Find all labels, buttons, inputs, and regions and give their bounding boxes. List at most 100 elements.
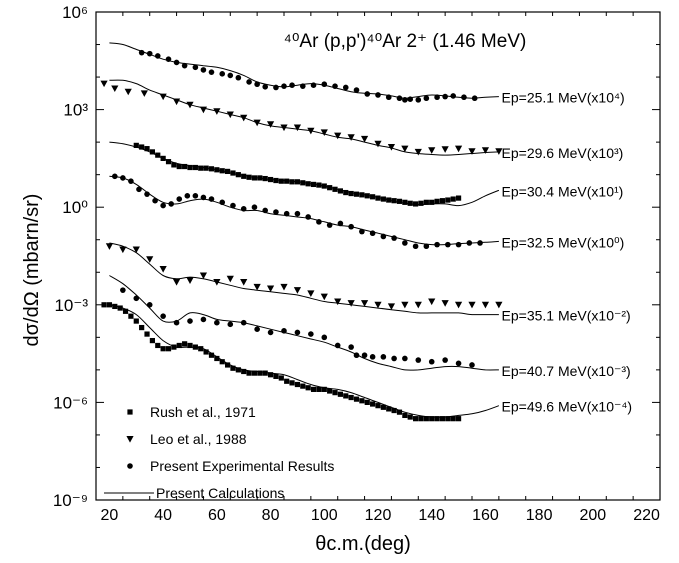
data-point — [327, 388, 333, 394]
data-point — [100, 80, 108, 88]
data-point — [160, 155, 166, 161]
data-point — [267, 329, 274, 336]
data-point — [477, 240, 483, 246]
legend-label: Present Calculations — [156, 485, 284, 501]
data-point — [208, 352, 215, 358]
data-point — [396, 198, 403, 204]
data-point — [450, 196, 456, 202]
data-point — [230, 365, 236, 371]
data-point — [187, 318, 193, 324]
x-tick-label: 180 — [526, 507, 553, 524]
series-5 — [109, 275, 499, 371]
data-point — [429, 416, 435, 422]
series-label: Ep=40.7 MeV(x10⁻³) — [502, 363, 631, 379]
data-point — [253, 283, 261, 291]
data-point — [380, 404, 386, 410]
data-point — [128, 313, 134, 319]
data-point — [214, 319, 220, 326]
data-point — [428, 358, 435, 365]
data-point — [133, 295, 140, 302]
data-point — [293, 124, 302, 132]
data-point — [300, 180, 306, 186]
calculation-curve — [109, 242, 499, 316]
series-layer — [100, 42, 503, 422]
data-point — [149, 149, 155, 155]
data-point — [320, 293, 328, 301]
data-point — [332, 390, 338, 396]
data-point — [320, 129, 328, 136]
data-point — [429, 199, 435, 205]
x-tick-label: 220 — [633, 507, 660, 524]
data-point — [359, 192, 365, 198]
y-tick-label: 10⁰ — [62, 198, 88, 217]
data-point — [305, 385, 311, 391]
data-point — [284, 378, 290, 384]
data-point — [337, 391, 343, 397]
data-point — [112, 303, 118, 310]
data-point — [353, 87, 360, 93]
series-label: Ep=49.6 MeV(x10⁻⁴) — [502, 399, 633, 415]
data-point — [176, 196, 183, 202]
data-point — [199, 272, 208, 280]
data-point — [481, 147, 490, 154]
data-point — [413, 201, 419, 207]
data-point — [101, 302, 107, 308]
legend-entry: Present Calculations — [104, 485, 284, 501]
data-point — [182, 163, 188, 170]
y-tick-label: 10⁶ — [62, 3, 88, 22]
data-point — [441, 300, 449, 307]
data-point — [307, 290, 315, 298]
data-point — [321, 334, 328, 341]
x-tick-label: 120 — [365, 507, 392, 524]
plot-frame — [95, 11, 661, 501]
x-tick-label: 40 — [154, 507, 172, 524]
data-point — [364, 193, 370, 199]
data-point — [159, 93, 167, 101]
data-point — [441, 146, 449, 153]
data-point — [186, 277, 194, 284]
data-point — [396, 95, 403, 102]
data-point — [348, 190, 354, 197]
data-point — [428, 147, 436, 154]
data-point — [240, 206, 247, 212]
y-tick-label: 10³ — [63, 101, 88, 120]
data-point — [120, 175, 126, 181]
data-point — [200, 194, 207, 201]
data-point — [159, 266, 167, 273]
data-point — [257, 175, 263, 181]
data-point — [364, 399, 370, 405]
data-point — [332, 186, 338, 192]
data-point — [227, 321, 234, 328]
data-point — [375, 403, 381, 409]
data-point — [214, 355, 220, 362]
data-point — [160, 202, 166, 209]
data-point — [380, 196, 386, 202]
data-point — [198, 165, 204, 171]
data-point — [280, 283, 288, 291]
data-point — [342, 84, 349, 91]
data-point — [294, 329, 301, 336]
series-6 — [101, 302, 500, 422]
data-point — [308, 331, 314, 337]
data-point — [385, 94, 392, 101]
x-tick-label: 160 — [472, 507, 499, 524]
data-point — [407, 414, 413, 420]
data-point — [495, 301, 503, 309]
legend-marker-swatch — [127, 409, 133, 415]
data-point — [305, 214, 311, 220]
data-point — [168, 201, 174, 207]
data-point — [227, 72, 234, 79]
data-point — [445, 241, 451, 248]
data-point — [334, 132, 342, 140]
data-point — [219, 359, 225, 365]
data-point — [200, 316, 207, 323]
data-point — [423, 243, 430, 250]
data-point — [208, 69, 215, 75]
data-point — [155, 152, 161, 158]
data-point — [374, 140, 382, 148]
data-point — [402, 412, 408, 419]
data-point — [348, 394, 354, 401]
x-tick-label: 140 — [418, 507, 445, 524]
series-label: Ep=32.5 MeV(x10⁰) — [502, 234, 625, 250]
